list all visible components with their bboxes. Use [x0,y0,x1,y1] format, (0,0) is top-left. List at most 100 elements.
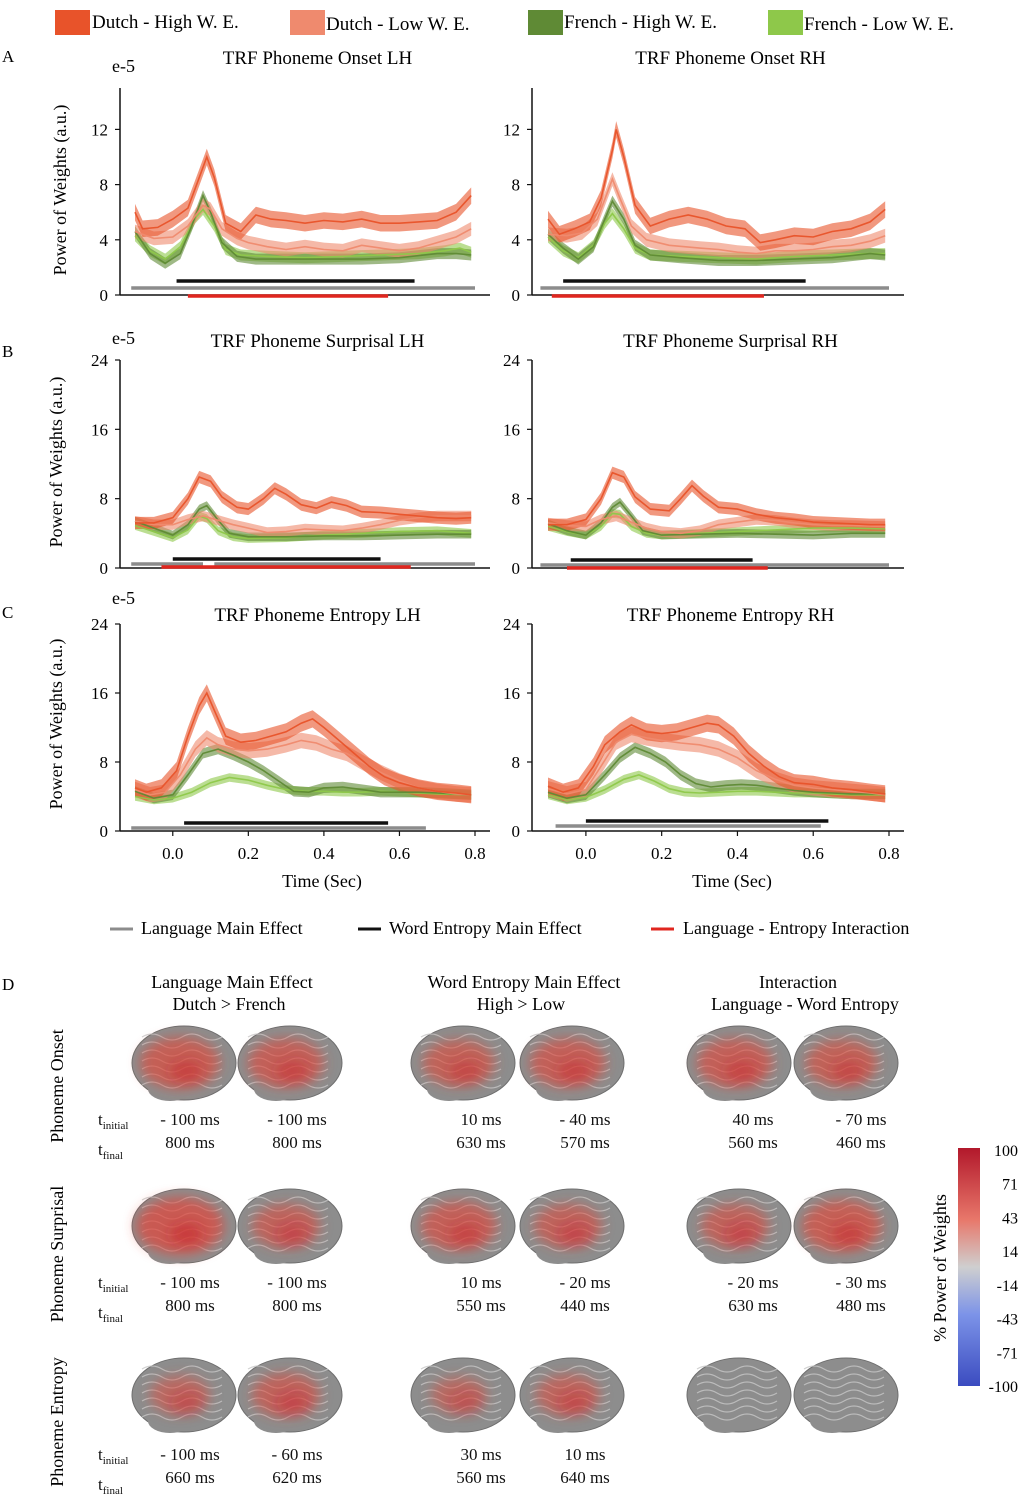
series-band-3 [135,501,472,542]
y-tick-label: 8 [100,176,109,195]
series-line-3 [134,193,472,265]
chart-title: TRF Phoneme Surprisal LH [211,331,425,352]
x-tick-label: 0.2 [651,844,672,863]
brain-activation-peak [449,1224,481,1244]
series-line-1 [134,691,472,796]
x-tick-label: 0.2 [238,844,259,863]
x-tick-label: 0.0 [162,844,183,863]
brain-left-hemisphere [686,1025,792,1101]
brain-activation-peak [449,1393,481,1413]
time-final: 800 ms [272,1133,322,1152]
chart-4: TRF Phoneme Surprisal RH 0 8 16 24 [503,331,904,578]
brain-gyrus [803,1365,885,1373]
series-band-3 [548,195,886,266]
series-line-2 [134,515,472,534]
panel-letter-b: B [2,342,13,361]
colorbar-tick-label: 14 [1002,1244,1018,1261]
series-line-2 [134,204,472,252]
legend-label-french-high: French - High W. E. [564,12,717,33]
brain-activation-peak [832,1224,864,1244]
brain-gyrus [420,1033,502,1041]
brain-left-hemisphere [131,1188,237,1264]
time-window-left: - 100 ms 660 ms [150,1443,230,1489]
series-line-1 [547,129,886,244]
brain-activation-peak [276,1224,308,1244]
brain-gyrus [420,1196,502,1204]
brain-gyrus [803,1413,885,1421]
effects-legend: Language Main Effect Word Entropy Main E… [110,918,909,938]
time-window-right: - 70 ms 460 ms [821,1108,901,1154]
series-line-4 [547,212,886,260]
brain-gyrus [803,1381,885,1389]
y-tick-label: 4 [100,231,109,250]
y-tick-label: 0 [100,822,109,841]
time-window-right: - 100 ms 800 ms [257,1271,337,1317]
series-line-4 [134,208,472,261]
legend-label-dutch-high: Dutch - High W. E. [92,12,239,33]
brain-gyrus [803,1389,885,1397]
brain-gyrus [803,1033,885,1041]
chart-5: TRF Phoneme Entropy LH 0 8 16 24 0.0 0.2 0.4 0.6… [91,605,490,863]
series-line-1 [548,471,886,526]
brain-right-hemisphere [793,1025,899,1101]
time-final: 560 ms [456,1468,506,1487]
series-band-1 [548,121,886,251]
brain-activation-peak [170,1061,202,1081]
brain-col-title-1-line2: Dutch > French [172,994,285,1014]
time-final: 570 ms [560,1133,610,1152]
x-tick-label: 0.6 [389,844,410,863]
colorbar-tick-label: 43 [1002,1210,1018,1227]
y-tick-label: 0 [512,559,521,578]
effects-legend-label-entropy: Word Entropy Main Effect [389,918,582,938]
effects-legend-label-interaction: Language - Entropy Interaction [683,918,909,938]
brain-col-title-3-line1: Interaction [759,972,837,992]
x-tick-label: 0.8 [878,844,899,863]
brain-gyrus [247,1365,329,1373]
series-band-2 [135,510,472,538]
series-line-2 [134,736,472,796]
y-tick-label: 24 [91,351,109,370]
x-axis-label-left: Time (Sec) [282,871,362,892]
y-axis-label-c: Power of Weights (a.u.) [46,639,67,810]
chart-title: TRF Phoneme Onset LH [223,48,413,69]
time-initial: 30 ms [460,1445,502,1464]
time-window-left: 40 ms 560 ms [713,1108,793,1154]
series-line-4 [547,512,886,536]
chart-title: TRF Phoneme Entropy LH [214,605,421,626]
time-final: 660 ms [165,1468,215,1487]
t-final-label: tfinal [98,1475,123,1497]
colorbar: 100 71 43 14 -14 -43 -71 -100 % Power of Weight… [930,1143,1018,1396]
time-initial: - 100 ms [160,1110,220,1129]
brain-gyrus [529,1196,611,1204]
time-initial: 10 ms [564,1445,606,1464]
chart-6: TRF Phoneme Entropy RH 0 8 16 24 0.0 0.2 0.4 0.6… [503,605,904,863]
y-axis-label-a: Power of Weights (a.u.) [50,105,71,276]
time-final: 800 ms [272,1296,322,1315]
time-final: 620 ms [272,1468,322,1487]
y-tick-label: 8 [512,176,521,195]
series-band-3 [548,497,886,540]
brain-activation-peak [725,1224,757,1244]
y-tick-label: 16 [503,684,520,703]
brain-left-hemisphere [410,1025,516,1101]
brain-gyrus [803,1405,885,1413]
legend-swatch-dutch-low [290,10,325,35]
series-line-3 [547,199,886,262]
brain-gyrus [420,1413,502,1421]
brain-right-hemisphere [519,1357,625,1433]
time-initial: - 40 ms [559,1110,611,1129]
brain-col-title-2-line2: High > Low [477,994,565,1014]
brain-gyrus [696,1413,778,1421]
time-row-labels: tinitial tfinal [98,1443,128,1503]
brain-right-hemisphere [237,1188,343,1264]
brain-right-hemisphere [793,1188,899,1264]
brain-col-title-2-line1: Word Entropy Main Effect [428,972,621,992]
colorbar-tick-label: -71 [997,1345,1018,1362]
x-tick-label: 0.4 [727,844,749,863]
series-band-2 [135,198,472,258]
t-initial-label: tinitial [98,1110,129,1132]
panel-letter-d: D [2,975,14,994]
y-tick-label: 0 [100,286,109,305]
time-window-right: - 20 ms 440 ms [545,1271,625,1317]
time-row-labels: tinitial tfinal [98,1108,128,1168]
